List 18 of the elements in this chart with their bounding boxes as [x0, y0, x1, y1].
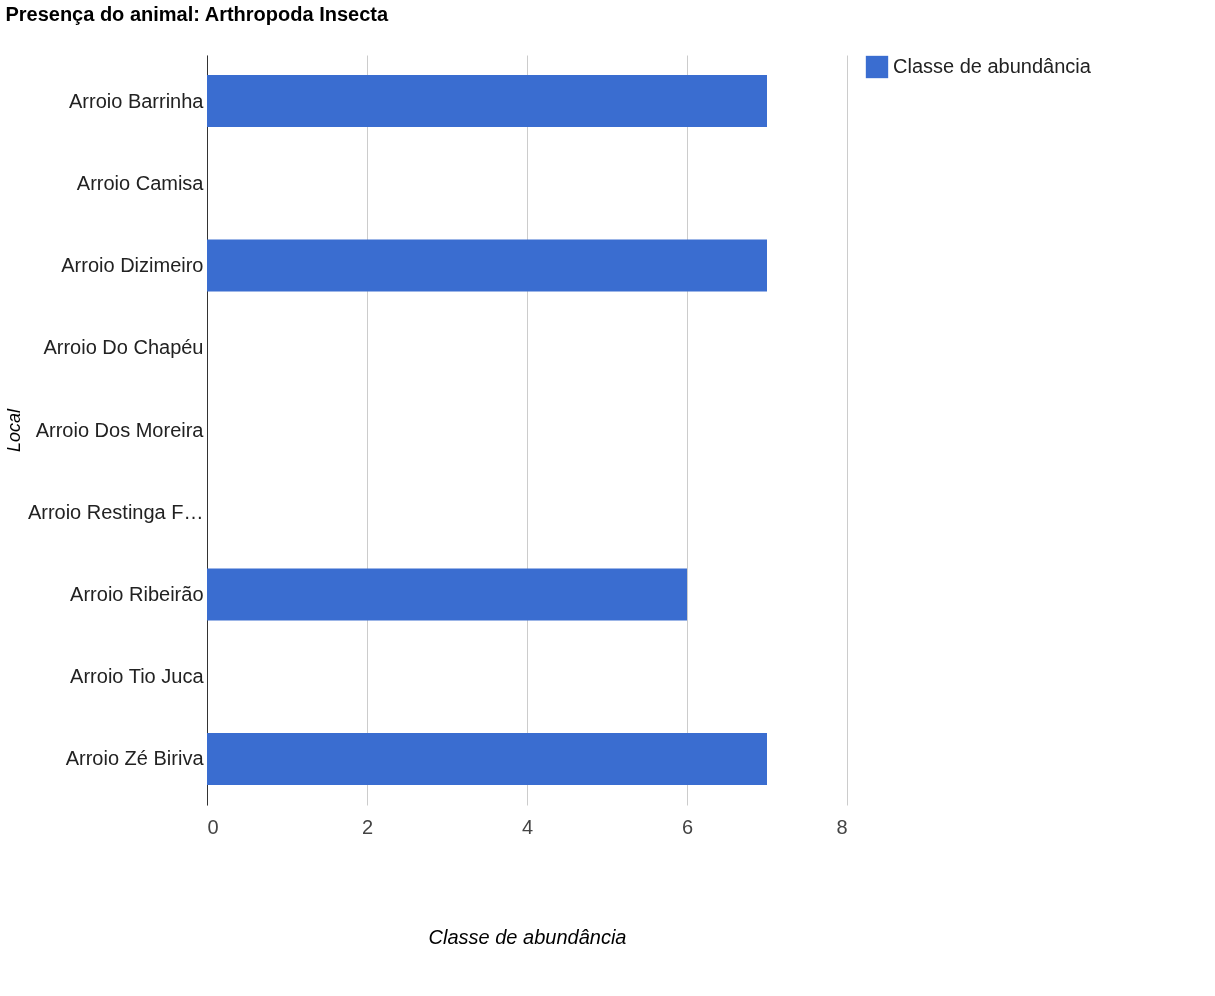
- x-tick-label: 2: [361, 815, 374, 838]
- x-tick-label: 4: [521, 815, 534, 838]
- x-tick-label: 8: [836, 815, 848, 838]
- x-axis-title: Classe de abundância: [428, 925, 627, 948]
- y-tick-label: Arroio Dizimeiro: [61, 254, 204, 277]
- y-tick-label: Arroio Zé Biriva: [65, 747, 205, 770]
- y-tick-label: Arroio Camisa: [76, 171, 205, 194]
- legend-label: Classe de abundância: [893, 55, 1092, 77]
- x-tick-label: 0: [207, 815, 219, 838]
- y-tick-label: Arroio Restinga F…: [27, 500, 204, 523]
- y-tick-label: Arroio Dos Moreira: [35, 418, 205, 441]
- y-axis-title: Local: [3, 407, 24, 453]
- y-tick-label: Arroio Barrinha: [68, 89, 205, 112]
- y-tick-label: Arroio Tio Juca: [70, 665, 205, 688]
- chart-title: Presença do animal: Arthropoda Insecta: [5, 3, 389, 25]
- x-tick-label: 6: [681, 815, 694, 838]
- y-tick-label: Arroio Ribeirão: [70, 582, 204, 605]
- y-tick-label: Arroio Do Chapéu: [43, 336, 204, 359]
